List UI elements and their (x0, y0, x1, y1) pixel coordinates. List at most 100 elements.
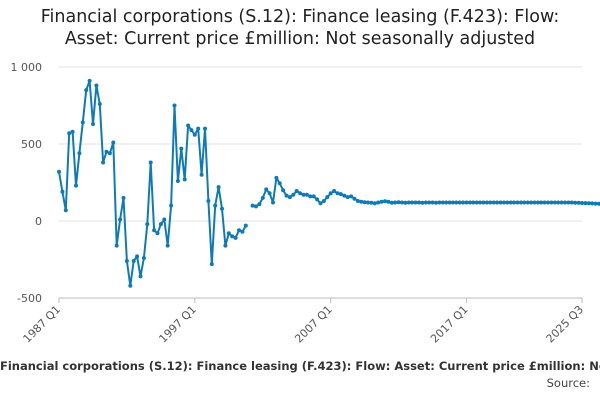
data-point (417, 200, 421, 205)
data-point (508, 200, 513, 205)
data-point (301, 192, 306, 197)
data-point (298, 191, 303, 196)
data-point (529, 200, 534, 205)
data-point (325, 195, 330, 200)
data-point (423, 200, 428, 205)
data-point (522, 200, 527, 205)
data-point (240, 229, 245, 234)
data-point (338, 192, 343, 197)
data-point (566, 200, 571, 205)
data-point (366, 200, 370, 205)
data-point (121, 195, 126, 200)
data-point (67, 131, 72, 136)
data-point (74, 183, 78, 188)
data-point (203, 126, 207, 131)
data-point (321, 199, 326, 203)
data-point (155, 231, 160, 236)
data-point (372, 201, 377, 206)
data-point (501, 200, 506, 205)
data-point (379, 199, 384, 204)
data-point (467, 200, 472, 205)
data-point (138, 274, 143, 279)
data-point (172, 103, 177, 108)
data-point (376, 200, 381, 205)
chart-caption: Financial corporations (S.12): Finance l… (0, 359, 600, 373)
data-point (199, 172, 204, 177)
data-point (403, 200, 408, 205)
data-point (57, 169, 61, 174)
data-point (573, 200, 578, 205)
data-point (532, 200, 537, 205)
data-point (437, 200, 442, 205)
data-point (145, 222, 150, 227)
data-point (63, 208, 68, 213)
data-point (107, 151, 112, 156)
data-point (590, 201, 595, 206)
data-point (396, 200, 401, 205)
data-point (267, 191, 272, 196)
data-point (97, 102, 102, 106)
data-point (141, 256, 146, 260)
data-point (226, 231, 231, 236)
data-point (169, 203, 174, 208)
data-point (447, 200, 452, 205)
data-point (352, 196, 357, 201)
chart-title: Financial corporations (S.12): Finance l… (0, 6, 600, 50)
y-tick-label: 0 (35, 215, 42, 228)
data-point (484, 200, 489, 205)
data-point (294, 189, 299, 193)
data-point (206, 199, 211, 203)
data-point (335, 191, 340, 196)
data-point (182, 177, 187, 182)
data-point (345, 195, 350, 200)
data-point (518, 200, 523, 205)
data-point (213, 203, 218, 208)
data-point (287, 195, 292, 200)
data-point (220, 206, 224, 211)
data-point (457, 200, 462, 205)
data-point (250, 203, 255, 208)
chart-title-line-2: Asset: Current price £million: Not seaso… (64, 29, 536, 49)
data-point (165, 243, 170, 248)
data-point (535, 200, 540, 205)
data-point (383, 199, 387, 204)
data-point (420, 200, 425, 205)
data-point (355, 199, 360, 203)
data-point (498, 200, 503, 205)
data-point (80, 120, 85, 125)
data-point (128, 283, 133, 288)
data-point (264, 187, 269, 192)
data-point (539, 200, 544, 205)
data-point (230, 234, 235, 239)
data-point (87, 78, 92, 83)
x-tick-label: 2007 Q1 (292, 303, 335, 346)
data-point (135, 254, 140, 259)
data-point (254, 204, 258, 209)
x-tick-label: 1987 Q1 (21, 303, 64, 346)
data-point (430, 200, 435, 205)
data-point (281, 188, 286, 193)
data-point (111, 140, 116, 145)
data-point (114, 243, 119, 248)
series-line (58, 79, 247, 287)
data-point (260, 195, 265, 200)
data-point (495, 200, 500, 205)
x-tick-label: 2025 Q3 (544, 303, 587, 346)
data-point (77, 151, 82, 156)
data-point (124, 259, 129, 263)
data-point (60, 189, 65, 194)
data-point (284, 193, 289, 198)
data-point (332, 189, 337, 193)
data-point (175, 179, 180, 183)
data-point (223, 243, 228, 248)
data-point (576, 200, 581, 205)
data-point (369, 200, 374, 205)
y-tick-label: 500 (21, 138, 42, 151)
source-label: Source: (546, 376, 590, 390)
x-tick-label: 2017 Q1 (428, 303, 471, 346)
data-point (162, 217, 167, 222)
data-point (552, 200, 557, 205)
data-point (91, 122, 95, 126)
data-point (104, 149, 109, 154)
data-point (274, 175, 279, 180)
